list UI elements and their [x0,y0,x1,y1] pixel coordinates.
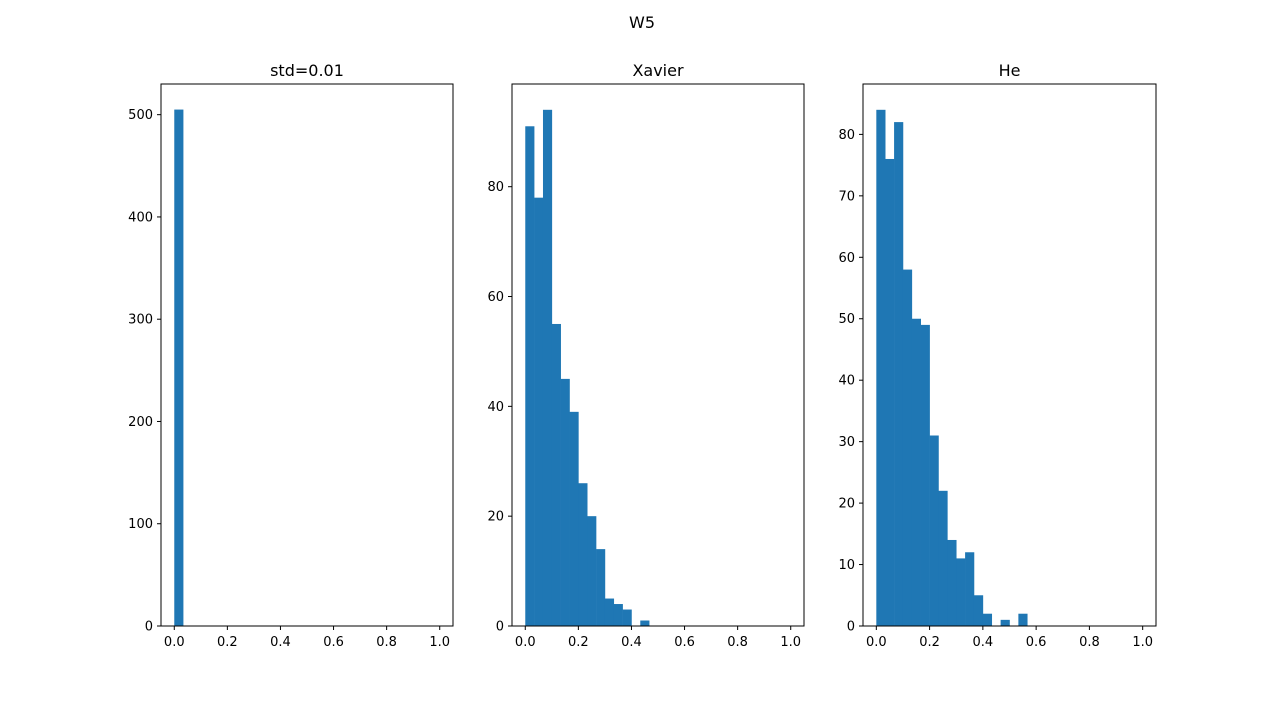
histogram-bar [965,552,975,626]
histogram-bar [947,539,957,626]
x-tick-label: 0.0 [866,635,887,650]
axes-frame [160,83,454,627]
x-tick-label: 0.6 [323,635,344,650]
panel-title: std=0.01 [270,61,344,80]
y-tick-label: 300 [128,313,153,328]
histogram-bar [640,620,650,626]
histogram-bar [973,595,984,626]
histogram-bar [956,558,966,626]
y-tick-label: 20 [838,497,855,512]
x-tick-label: 1.0 [429,635,450,650]
x-tick-label: 0.0 [515,635,536,650]
x-tick-label: 0.4 [270,635,291,650]
x-tick-label: 0.6 [674,635,695,650]
histogram-bar [902,269,913,626]
histogram-bar [911,318,921,626]
histogram-panel: Xavier 0.0 0.2 0.4 0.6 0.8 1.0 0 20 40 60 80 [487,61,805,650]
x-tick-label: 0.8 [727,635,748,650]
y-tick-label: 50 [838,312,855,327]
histogram-bar [525,126,535,626]
y-tick-label: 60 [838,251,855,266]
x-tick-label: 0.0 [164,635,185,650]
panel-title: He [999,61,1021,80]
y-tick-label: 0 [496,620,504,635]
axes-frame [511,83,805,627]
histogram-bar [560,378,570,626]
histogram-bar [604,598,615,626]
histogram-bar [1018,613,1028,626]
x-tick-label: 0.8 [376,635,397,650]
y-tick-label: 100 [128,517,153,532]
x-tick-label: 1.0 [1132,635,1153,650]
histogram-bar [551,323,561,626]
histogram-bar [876,109,886,626]
histogram-bar [174,109,184,626]
x-tick-label: 0.8 [1079,635,1100,650]
histogram-panel: He 0.0 0.2 0.4 0.6 0.8 1.0 0 10 20 30 40 50 60 70 80 [838,61,1157,650]
histogram-bar [894,122,904,626]
y-tick-label: 10 [838,558,855,573]
y-tick-label: 20 [487,510,504,525]
y-tick-label: 80 [838,128,855,143]
histogram-bar [534,197,544,627]
axes-frame [862,83,1157,627]
histogram-bar [542,109,553,626]
histogram-panel: std=0.01 0.0 0.2 0.4 0.6 0.8 1.0 0 100 200 300 400 5… [128,61,454,650]
x-tick-label: 0.2 [217,635,238,650]
y-tick-label: 70 [838,189,855,204]
histogram-bar [982,613,993,626]
x-tick-label: 0.2 [919,635,940,650]
y-tick-label: 400 [128,210,153,225]
x-tick-label: 0.2 [568,635,589,650]
x-tick-label: 0.4 [973,635,994,650]
y-tick-label: 40 [838,374,855,389]
panel-title: Xavier [632,61,684,80]
y-tick-label: 80 [487,180,504,195]
y-tick-label: 200 [128,415,153,430]
y-tick-label: 0 [145,620,153,635]
figure-title: W5 [629,13,655,32]
histogram-bar [569,411,579,626]
y-tick-label: 40 [487,400,504,415]
histogram-bar [613,604,623,626]
x-tick-label: 1.0 [780,635,801,650]
histogram-bar [578,483,588,626]
histogram-bar [596,549,606,626]
y-tick-label: 60 [487,290,504,305]
histogram-bar [622,609,632,626]
histogram-bar [929,435,939,626]
histogram-bar [885,158,895,626]
histogram-bar [938,490,948,626]
x-tick-label: 0.4 [621,635,642,650]
y-tick-label: 30 [838,435,855,450]
histogram-bar [587,516,597,626]
y-tick-label: 500 [128,108,153,123]
x-tick-label: 0.6 [1026,635,1047,650]
histogram-bar [920,324,930,626]
y-tick-label: 0 [847,620,855,635]
histogram-bar [1000,619,1010,626]
